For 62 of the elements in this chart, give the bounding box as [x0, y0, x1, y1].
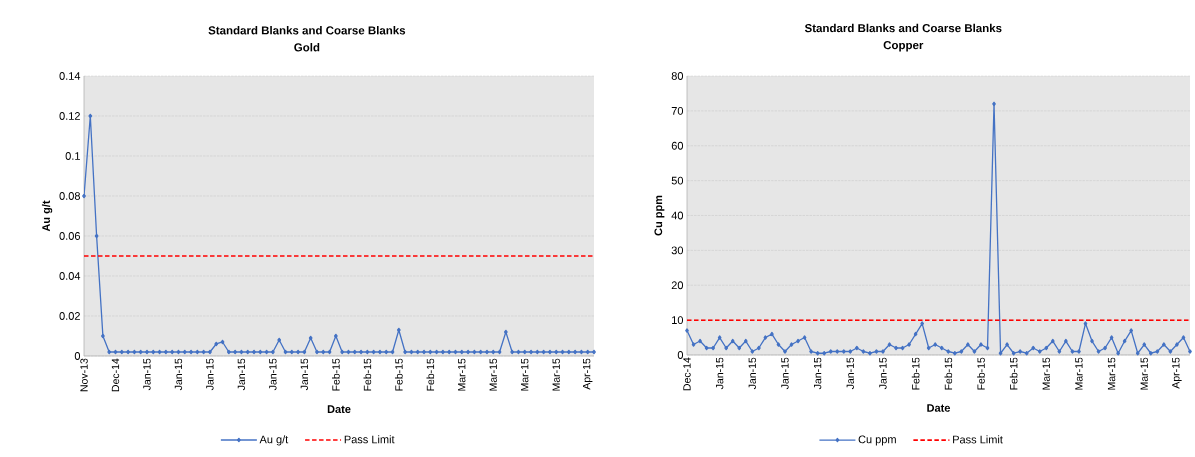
x-tick-label: Dec-14 [111, 358, 120, 392]
x-tick-label: Jan-15 [206, 358, 214, 391]
x-tick-label: Jan-15 [716, 357, 724, 390]
x-tick-label: Feb-15 [911, 357, 920, 390]
y-tick-label: 0 [677, 351, 684, 359]
x-tick-label: Feb-15 [426, 358, 435, 391]
y-tick-label: 0.06 [59, 232, 80, 240]
x-axis-title: Date [927, 404, 951, 412]
x-tick-label: Jan-15 [269, 358, 277, 391]
x-tick-label: Jan-15 [748, 357, 756, 390]
y-axis-title: Au g/t [41, 200, 53, 232]
x-tick-label: Mar-15 [552, 358, 560, 391]
y-tick-label: 0 [74, 352, 81, 360]
x-tick-label: Jan-15 [143, 358, 151, 391]
x-tick-label: Nov-13 [80, 358, 88, 392]
legend-label: Cu ppm [858, 435, 896, 446]
x-tick-label: Jan-15 [814, 357, 822, 390]
x-tick-label: Jan-15 [879, 357, 887, 390]
x-tick-label: Dec-14 [683, 357, 691, 391]
chart-title: Standard Blanks and Coarse Blanks [208, 26, 406, 35]
x-tick-label: Mar-15 [1042, 357, 1050, 390]
chart-title: Standard Blanks and Coarse Blanks [804, 23, 1002, 33]
legend-label: Pass Limit [344, 435, 395, 444]
x-tick-label: Feb-15 [977, 357, 985, 390]
y-tick-label: 0.08 [59, 192, 80, 200]
x-tick-label: Mar-15 [1140, 357, 1148, 390]
x-tick-label: Jan-15 [781, 357, 789, 390]
x-tick-label: Feb-15 [363, 358, 372, 391]
x-tick-label: Apr-15 [583, 358, 593, 390]
y-axis-title: Cu ppm [654, 195, 665, 236]
x-tick-label: Mar-15 [1107, 357, 1116, 390]
y-tick-label: 20 [671, 281, 684, 290]
y-tick-label: 30 [671, 246, 684, 255]
x-tick-label: Mar-15 [1075, 357, 1083, 390]
y-tick-label: 10 [672, 316, 684, 325]
chart-subtitle: Gold [294, 43, 320, 52]
y-tick-label: 0.02 [59, 312, 80, 320]
y-tick-label: 40 [671, 211, 684, 220]
x-tick-label: Feb-15 [394, 358, 403, 391]
y-tick-label: 0.04 [59, 272, 81, 280]
x-tick-label: Jan-15 [846, 357, 854, 390]
y-tick-label: 0.1 [65, 152, 80, 160]
y-tick-label: 0.12 [59, 112, 80, 120]
x-tick-label: Jan-15 [237, 358, 246, 391]
x-tick-label: Feb-15 [944, 357, 953, 390]
x-tick-label: Apr-15 [1172, 357, 1182, 389]
y-tick-label: 60 [671, 141, 684, 150]
y-tick-label: 0.14 [59, 72, 81, 80]
x-tick-label: Feb-15 [1009, 357, 1018, 390]
x-axis-title: Date [327, 405, 351, 414]
x-tick-label: Feb-15 [332, 358, 340, 391]
y-tick-label: 80 [671, 72, 684, 80]
x-tick-label: Jan-15 [300, 358, 309, 391]
x-tick-label: Mar-15 [521, 358, 529, 391]
x-tick-label: Mar-15 [458, 358, 466, 391]
x-tick-label: Mar-15 [489, 358, 497, 391]
x-tick-label: Jan-15 [174, 358, 183, 391]
y-tick-label: 50 [671, 176, 684, 185]
legend-label: Pass Limit [953, 435, 1003, 444]
y-tick-label: 70 [671, 106, 684, 115]
legend-label: Au g/t [259, 435, 289, 446]
chart-subtitle: Copper [883, 41, 924, 52]
